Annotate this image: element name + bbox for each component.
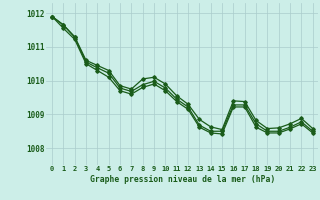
X-axis label: Graphe pression niveau de la mer (hPa): Graphe pression niveau de la mer (hPa) [90, 175, 275, 184]
